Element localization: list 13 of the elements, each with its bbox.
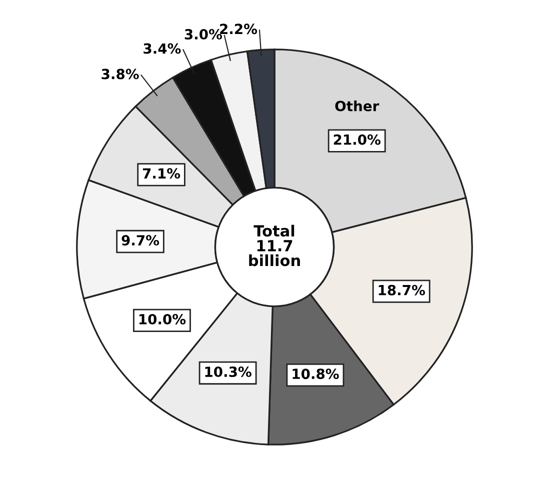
data-label: 2.2%	[220, 24, 258, 34]
data-label: 10.0%	[139, 314, 186, 324]
data-label: 3.0%	[184, 29, 222, 40]
data-label: 9.7%	[122, 235, 160, 246]
data-label: 10.3%	[205, 366, 252, 378]
slice-label: Other	[335, 100, 380, 112]
data-label: 21.0%	[334, 134, 381, 145]
data-label: 10.8%	[292, 368, 339, 380]
data-label: 7.1%	[142, 168, 180, 179]
text: Total 11.7 billion	[249, 224, 300, 266]
data-label: 3.4%	[144, 43, 181, 54]
data-label: 3.8%	[102, 68, 139, 80]
data-label: 18.7%	[378, 284, 425, 296]
